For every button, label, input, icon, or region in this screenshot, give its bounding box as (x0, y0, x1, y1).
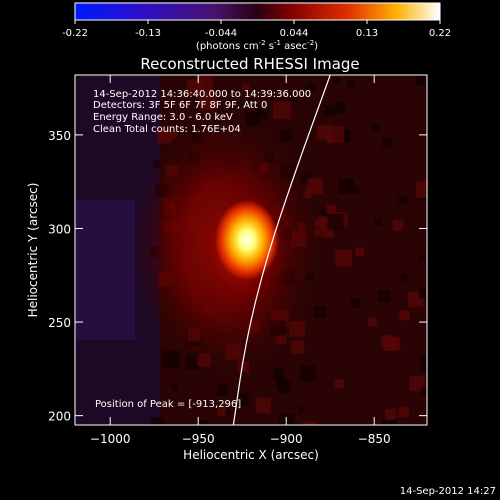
colorbar-gradient (74, 2, 441, 21)
x-tick-label: −1000 (90, 432, 131, 446)
colorbar: -0.22 -0.13 -0.044 0.044 0.13 0.22 (photons c… (62, 2, 451, 52)
noise-pixel (275, 377, 288, 389)
noise-pixel (420, 354, 427, 372)
noise-pixel (392, 219, 404, 231)
noise-pixel (418, 255, 426, 262)
noise-pixel (172, 125, 181, 134)
noise-pixel (382, 137, 393, 148)
colorbar-ticks: -0.22 -0.13 -0.044 0.044 0.13 0.22 (62, 20, 451, 39)
noise-pixel (335, 249, 353, 267)
noise-pixel (398, 406, 409, 418)
noise-pixel (419, 288, 427, 299)
noise-pixel (156, 129, 172, 144)
noise-pixel (297, 405, 305, 413)
x-tick-label: −900 (270, 432, 303, 446)
noise-pixel (291, 340, 305, 354)
noise-pixel (151, 417, 165, 425)
noise-pixel (255, 397, 271, 413)
heatmap-image (75, 75, 427, 425)
noise-pixel (327, 213, 344, 230)
colorbar-units: (photons cm-2 s-1 asec-2) (196, 39, 318, 52)
noise-pixel (169, 131, 177, 139)
noise-pixel (371, 122, 380, 131)
noise-pixel (323, 109, 331, 117)
y-axis-label: Heliocentric Y (arcsec) (26, 183, 40, 318)
noise-pixel (314, 306, 327, 319)
info-line-energy: Energy Range: 3.0 - 6.0 keV (93, 112, 233, 123)
colorbar-tick-label: -0.044 (205, 28, 237, 39)
noise-pixel (334, 379, 344, 389)
noise-pixel (385, 408, 397, 420)
peak-position-label: Position of Peak = [-913,296] (95, 399, 241, 410)
info-line-time: 14-Sep-2012 14:36:40.000 to 14:39:36.000 (93, 89, 311, 100)
colorbar-tick-label: 0.044 (280, 28, 309, 39)
noise-pixel (415, 75, 426, 86)
colorbar-tick-label: 0.13 (356, 28, 378, 39)
noise-pixel (347, 80, 355, 88)
noise-pixel (199, 92, 217, 110)
chart-title: Reconstructed RHESSI Image (140, 55, 359, 73)
noise-pixel (383, 336, 399, 351)
noise-pixel (355, 247, 364, 256)
noise-pixel (350, 298, 360, 308)
noise-pixel (302, 421, 317, 425)
colorbar-tick-label: -0.22 (62, 28, 88, 39)
y-tick-label: 300 (48, 222, 71, 236)
solar-limb-line (232, 75, 331, 425)
noise-pixel (409, 376, 425, 392)
info-line-detectors: Detectors: 3F 5F 6F 7F 8F 9F, Att 0 (93, 100, 267, 111)
plot-frame (74, 74, 428, 426)
noise-pixel (197, 419, 210, 425)
observation-info: 14-Sep-2012 14:36:40.000 to 14:39:36.000… (93, 89, 311, 410)
noise-pixel (171, 383, 179, 391)
y-tick-label: 350 (48, 129, 71, 143)
noise-pixel (242, 84, 250, 92)
noise-pixel (327, 126, 345, 144)
noise-pixel (217, 407, 227, 416)
noise-pixel (399, 310, 410, 321)
noise-pixel (216, 384, 229, 397)
noise-pixel (400, 273, 408, 281)
noise-pixel (300, 365, 317, 382)
noise-pixel (322, 226, 334, 238)
noise-pixel (288, 93, 298, 103)
noise-pixel (333, 77, 340, 84)
colorbar-tick-label: 0.22 (429, 28, 451, 39)
axes: −1000 −950 −900 −850 200 250 300 350 (48, 75, 427, 446)
footer-timestamp: 14-Sep-2012 14:27 (400, 486, 496, 497)
noise-pixel (382, 419, 398, 425)
noise-pixel (256, 106, 269, 119)
noise-pixel (338, 178, 355, 195)
noise-pixel (320, 209, 328, 217)
noise-pixel (421, 387, 427, 397)
noise-pixel (305, 83, 316, 94)
x-axis-label: Heliocentric X (arcsec) (183, 448, 319, 462)
info-line-counts: Clean Total counts: 1.76E+04 (93, 124, 241, 135)
noise-pixel (326, 204, 337, 215)
noise-pixel (187, 79, 203, 95)
colorbar-tick-label: -0.13 (135, 28, 161, 39)
noise-pixel (352, 186, 360, 194)
noise-pixel (334, 101, 347, 114)
noise-pixel (224, 409, 231, 416)
y-tick-label: 200 (48, 410, 71, 424)
noise-pixel (378, 289, 391, 303)
noise-pixel (374, 219, 382, 227)
noise-pixel (235, 392, 249, 406)
noise-pixel (415, 181, 427, 198)
noise-pixel (273, 101, 291, 120)
noise-pixel (398, 195, 408, 205)
x-tick-label: −950 (182, 432, 215, 446)
noise-pixel (279, 129, 292, 142)
y-tick-label: 250 (48, 316, 71, 330)
x-tick-label: −850 (358, 432, 391, 446)
noise-pixel (272, 368, 285, 380)
noise-pixel (368, 317, 377, 326)
